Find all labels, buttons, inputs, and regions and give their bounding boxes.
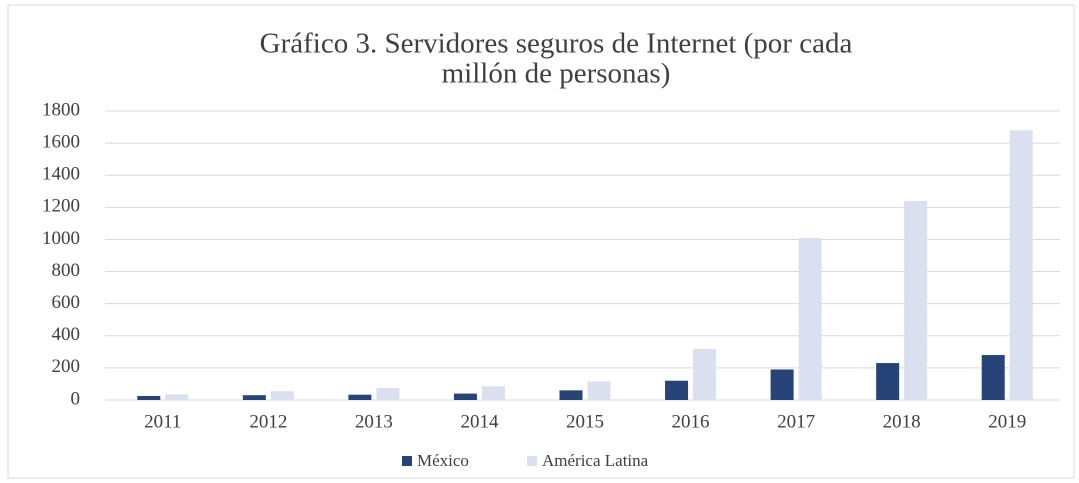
bar <box>137 395 161 400</box>
x-tick-label: 2017 <box>777 411 815 432</box>
bar <box>270 391 294 400</box>
bar <box>1009 130 1033 400</box>
y-tick-label: 1200 <box>42 196 80 217</box>
x-tick-label: 2019 <box>988 411 1026 432</box>
bar <box>876 363 900 400</box>
legend-label: México <box>417 451 469 470</box>
chart-title: millón de personas) <box>442 58 671 90</box>
legend-swatch <box>527 456 537 466</box>
x-tick-label: 2013 <box>355 411 393 432</box>
bar <box>904 200 928 400</box>
y-tick-label: 600 <box>52 292 81 313</box>
y-tick-label: 1400 <box>42 164 80 185</box>
bar <box>453 393 477 400</box>
x-tick-label: 2011 <box>144 411 181 432</box>
bar <box>981 355 1005 400</box>
y-tick-label: 1600 <box>42 131 80 152</box>
x-tick-label: 2018 <box>883 411 921 432</box>
x-tick-label: 2015 <box>566 411 604 432</box>
bar <box>770 369 794 400</box>
y-tick-label: 800 <box>52 260 81 281</box>
y-tick-label: 200 <box>52 356 81 377</box>
x-tick-label: 2014 <box>460 411 499 432</box>
legend-label: América Latina <box>542 451 649 470</box>
bar <box>376 387 400 400</box>
legend-swatch <box>402 456 412 466</box>
y-tick-label: 0 <box>71 388 81 409</box>
x-tick-label: 2016 <box>672 411 710 432</box>
bar <box>665 380 689 400</box>
bar <box>693 348 717 400</box>
x-tick-label: 2012 <box>249 411 287 432</box>
y-tick-label: 400 <box>52 324 81 345</box>
y-tick-label: 1800 <box>42 99 80 120</box>
bar <box>798 237 822 400</box>
bar <box>165 394 189 400</box>
y-tick-label: 1000 <box>42 228 80 249</box>
bar <box>587 381 611 400</box>
bar <box>481 386 505 400</box>
bar <box>559 390 583 400</box>
chart-title: Gráfico 3. Servidores seguros de Interne… <box>260 28 853 60</box>
bar <box>348 394 372 400</box>
bar <box>242 395 266 400</box>
